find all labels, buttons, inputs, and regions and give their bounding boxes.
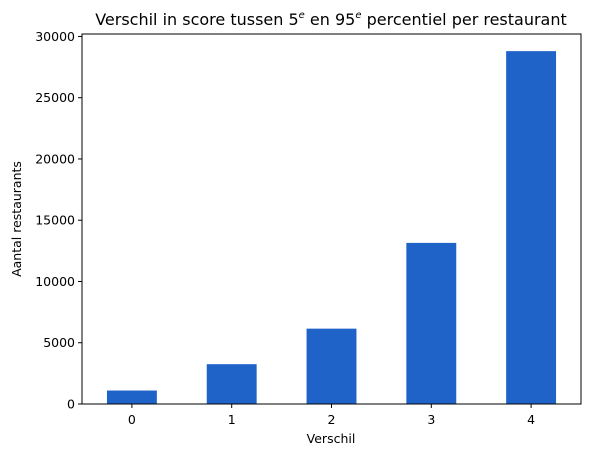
y-tick-label: 0 [67,397,75,412]
y-tick-label: 15000 [35,213,75,228]
x-tick-label: 3 [427,412,435,427]
x-tick-label: 2 [328,412,336,427]
y-tick-label: 10000 [35,274,75,289]
x-axis-label: Verschil [307,431,356,446]
chart-title: Verschil in score tussen 5e en 95e perce… [95,10,567,29]
bars-group [106,51,557,405]
bar-1 [206,364,257,404]
bar-2 [306,328,357,404]
y-tick-label: 30000 [35,29,75,44]
y-tick-label: 20000 [35,151,75,166]
y-axis-label: Aantal restaurants [9,161,24,277]
plot-frame [81,33,582,405]
y-tick-label: 5000 [43,335,75,350]
x-tick-label: 1 [228,412,236,427]
bar-0 [106,390,157,404]
x-tick-label: 0 [128,412,136,427]
y-axis-ticks: 0 5000 10000 15000 20000 25000 30000 [35,29,82,412]
bar-3 [406,242,457,404]
x-axis-ticks: 0 1 2 3 4 [128,404,535,427]
x-tick-label: 4 [527,412,535,427]
y-tick-label: 25000 [35,90,75,105]
bar-4 [506,51,557,405]
